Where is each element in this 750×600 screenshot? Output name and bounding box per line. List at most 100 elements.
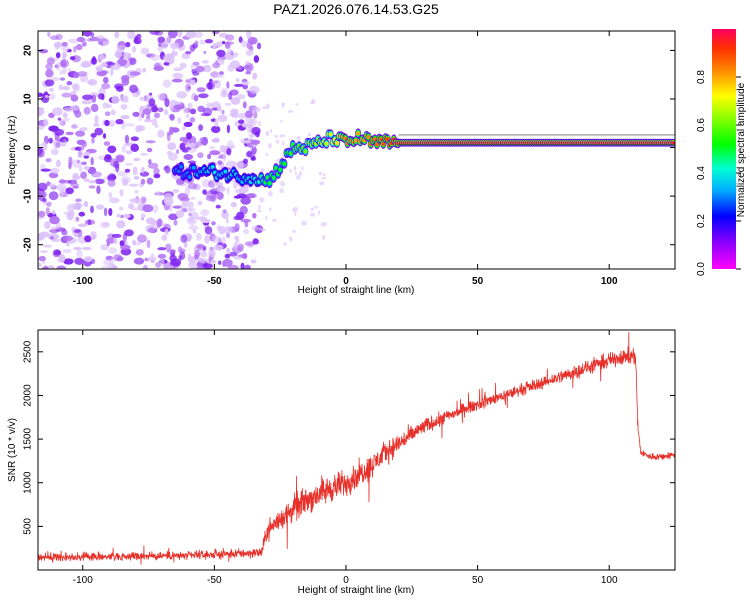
heatmap-noise-blob — [166, 249, 177, 254]
heatmap-noise-blob — [217, 105, 222, 112]
heatmap-noise-blob — [115, 155, 125, 163]
heatmap-noise-blob — [256, 42, 262, 50]
heatmap-noise-blob — [51, 238, 61, 243]
heatmap-noise-blob — [76, 36, 85, 43]
heatmap-y-tick-label: 0 — [23, 144, 34, 150]
heatmap-noise-blob — [135, 125, 142, 133]
heatmap-noise-blob — [226, 248, 231, 253]
heatmap-noise-blob — [157, 46, 163, 52]
heatmap-noise-blob — [192, 71, 200, 76]
heatmap-noise-blob — [45, 63, 53, 70]
colorbar-tick-label: 0.6 — [696, 118, 707, 132]
heatmap-noise-blob — [140, 47, 150, 55]
ridge-core — [278, 167, 283, 172]
heatmap-noise-blob — [118, 206, 124, 211]
heatmap-noise-blob — [198, 257, 207, 264]
heatmap-noise-blob — [197, 200, 203, 206]
heatmap-noise-blob — [71, 226, 75, 232]
heatmap-noise-blob — [117, 170, 128, 177]
heatmap-noise-blob — [239, 205, 248, 215]
heatmap-noise-blob — [99, 54, 106, 60]
heatmap-noise-blob — [187, 182, 198, 190]
heatmap-noise-blob — [229, 112, 235, 117]
ridge-core — [671, 141, 675, 145]
heatmap-noise-blob — [225, 217, 230, 224]
heatmap-noise-blob — [142, 264, 148, 269]
heatmap-noise-blob — [299, 171, 303, 176]
heatmap-x-tick-label: 50 — [472, 276, 484, 287]
heatmap-noise-blob — [180, 234, 188, 243]
heatmap-noise-blob — [157, 36, 166, 43]
heatmap-noise-blob — [55, 141, 61, 149]
heatmap-noise-blob — [69, 56, 76, 61]
heatmap-noise-blob — [200, 113, 211, 117]
heatmap-noise-blob — [52, 107, 63, 116]
heatmap-noise-blob — [178, 255, 183, 261]
heatmap-noise-blob — [49, 215, 60, 225]
heatmap-noise-blob — [283, 242, 287, 246]
heatmap-noise-blob — [38, 262, 42, 268]
heatmap-noise-blob — [241, 40, 247, 48]
heatmap-noise-blob — [94, 114, 99, 124]
heatmap-noise-blob — [241, 140, 252, 144]
heatmap-noise-blob — [94, 178, 105, 185]
heatmap-noise-blob — [48, 125, 59, 132]
heatmap-noise-blob — [142, 108, 152, 115]
heatmap-noise-blob — [209, 150, 221, 156]
heatmap-noise-blob — [168, 213, 179, 221]
heatmap-noise-blob — [240, 262, 245, 269]
heatmap-noise-blob — [62, 112, 68, 118]
heatmap-noise-blob — [166, 132, 171, 142]
heatmap-noise-blob — [162, 79, 172, 88]
heatmap-noise-blob — [110, 68, 114, 76]
heatmap-noise-blob — [301, 220, 307, 226]
heatmap-noise-blob — [186, 132, 192, 140]
heatmap-noise-blob — [224, 253, 231, 259]
heatmap-noise-blob — [218, 260, 222, 265]
snr-y-tick-label: 2000 — [23, 384, 34, 407]
heatmap-noise-blob — [226, 124, 230, 134]
heatmap-noise-blob — [109, 197, 120, 204]
heatmap-noise-blob — [244, 264, 251, 269]
heatmap-noise-blob — [173, 67, 183, 72]
heatmap-noise-blob — [194, 40, 199, 46]
heatmap-noise-blob — [295, 171, 297, 176]
heatmap-noise-blob — [188, 212, 192, 217]
heatmap-noise-blob — [224, 102, 232, 107]
heatmap-noise-blob — [124, 123, 135, 127]
heatmap-noise-blob — [163, 61, 170, 66]
heatmap-noise-blob — [38, 49, 49, 54]
heatmap-noise-blob — [84, 235, 92, 243]
heatmap-noise-blob — [157, 107, 164, 113]
heatmap-noise-blob — [46, 202, 52, 207]
heatmap-noise-blob — [125, 41, 131, 48]
heatmap-noise-blob — [80, 171, 87, 179]
heatmap-noise-blob — [48, 172, 59, 179]
heatmap-noise-blob — [136, 33, 142, 39]
heatmap-noise-blob — [251, 225, 259, 231]
heatmap-noise-blob — [250, 259, 257, 264]
heatmap-noise-blob — [38, 107, 45, 116]
heatmap-noise-blob — [45, 158, 52, 163]
heatmap-noise-blob — [116, 85, 124, 92]
heatmap-noise-blob — [100, 244, 109, 251]
heatmap-noise-blob — [153, 167, 160, 175]
heatmap-noise-blob — [266, 103, 270, 109]
ridge-core — [385, 137, 390, 142]
snr-frame — [37, 329, 676, 571]
heatmap-noise-blob — [177, 117, 182, 124]
heatmap-noise-blob — [164, 165, 171, 174]
heatmap-noise-blob — [194, 250, 201, 258]
heatmap-noise-blob — [200, 218, 211, 224]
colorbar-tick-label: 0.8 — [696, 70, 707, 84]
heatmap-noise-blob — [90, 103, 99, 113]
heatmap-noise-blob — [156, 218, 163, 227]
heatmap-noise-blob — [268, 191, 273, 197]
heatmap-noise-blob — [189, 117, 196, 123]
heatmap-noise-blob — [134, 189, 139, 194]
heatmap-noise-blob — [227, 49, 234, 55]
heatmap-noise-blob — [258, 228, 263, 231]
snr-x-ticks: -100 -50 0 50 100 — [73, 330, 618, 586]
heatmap-noise-blob — [202, 189, 207, 195]
